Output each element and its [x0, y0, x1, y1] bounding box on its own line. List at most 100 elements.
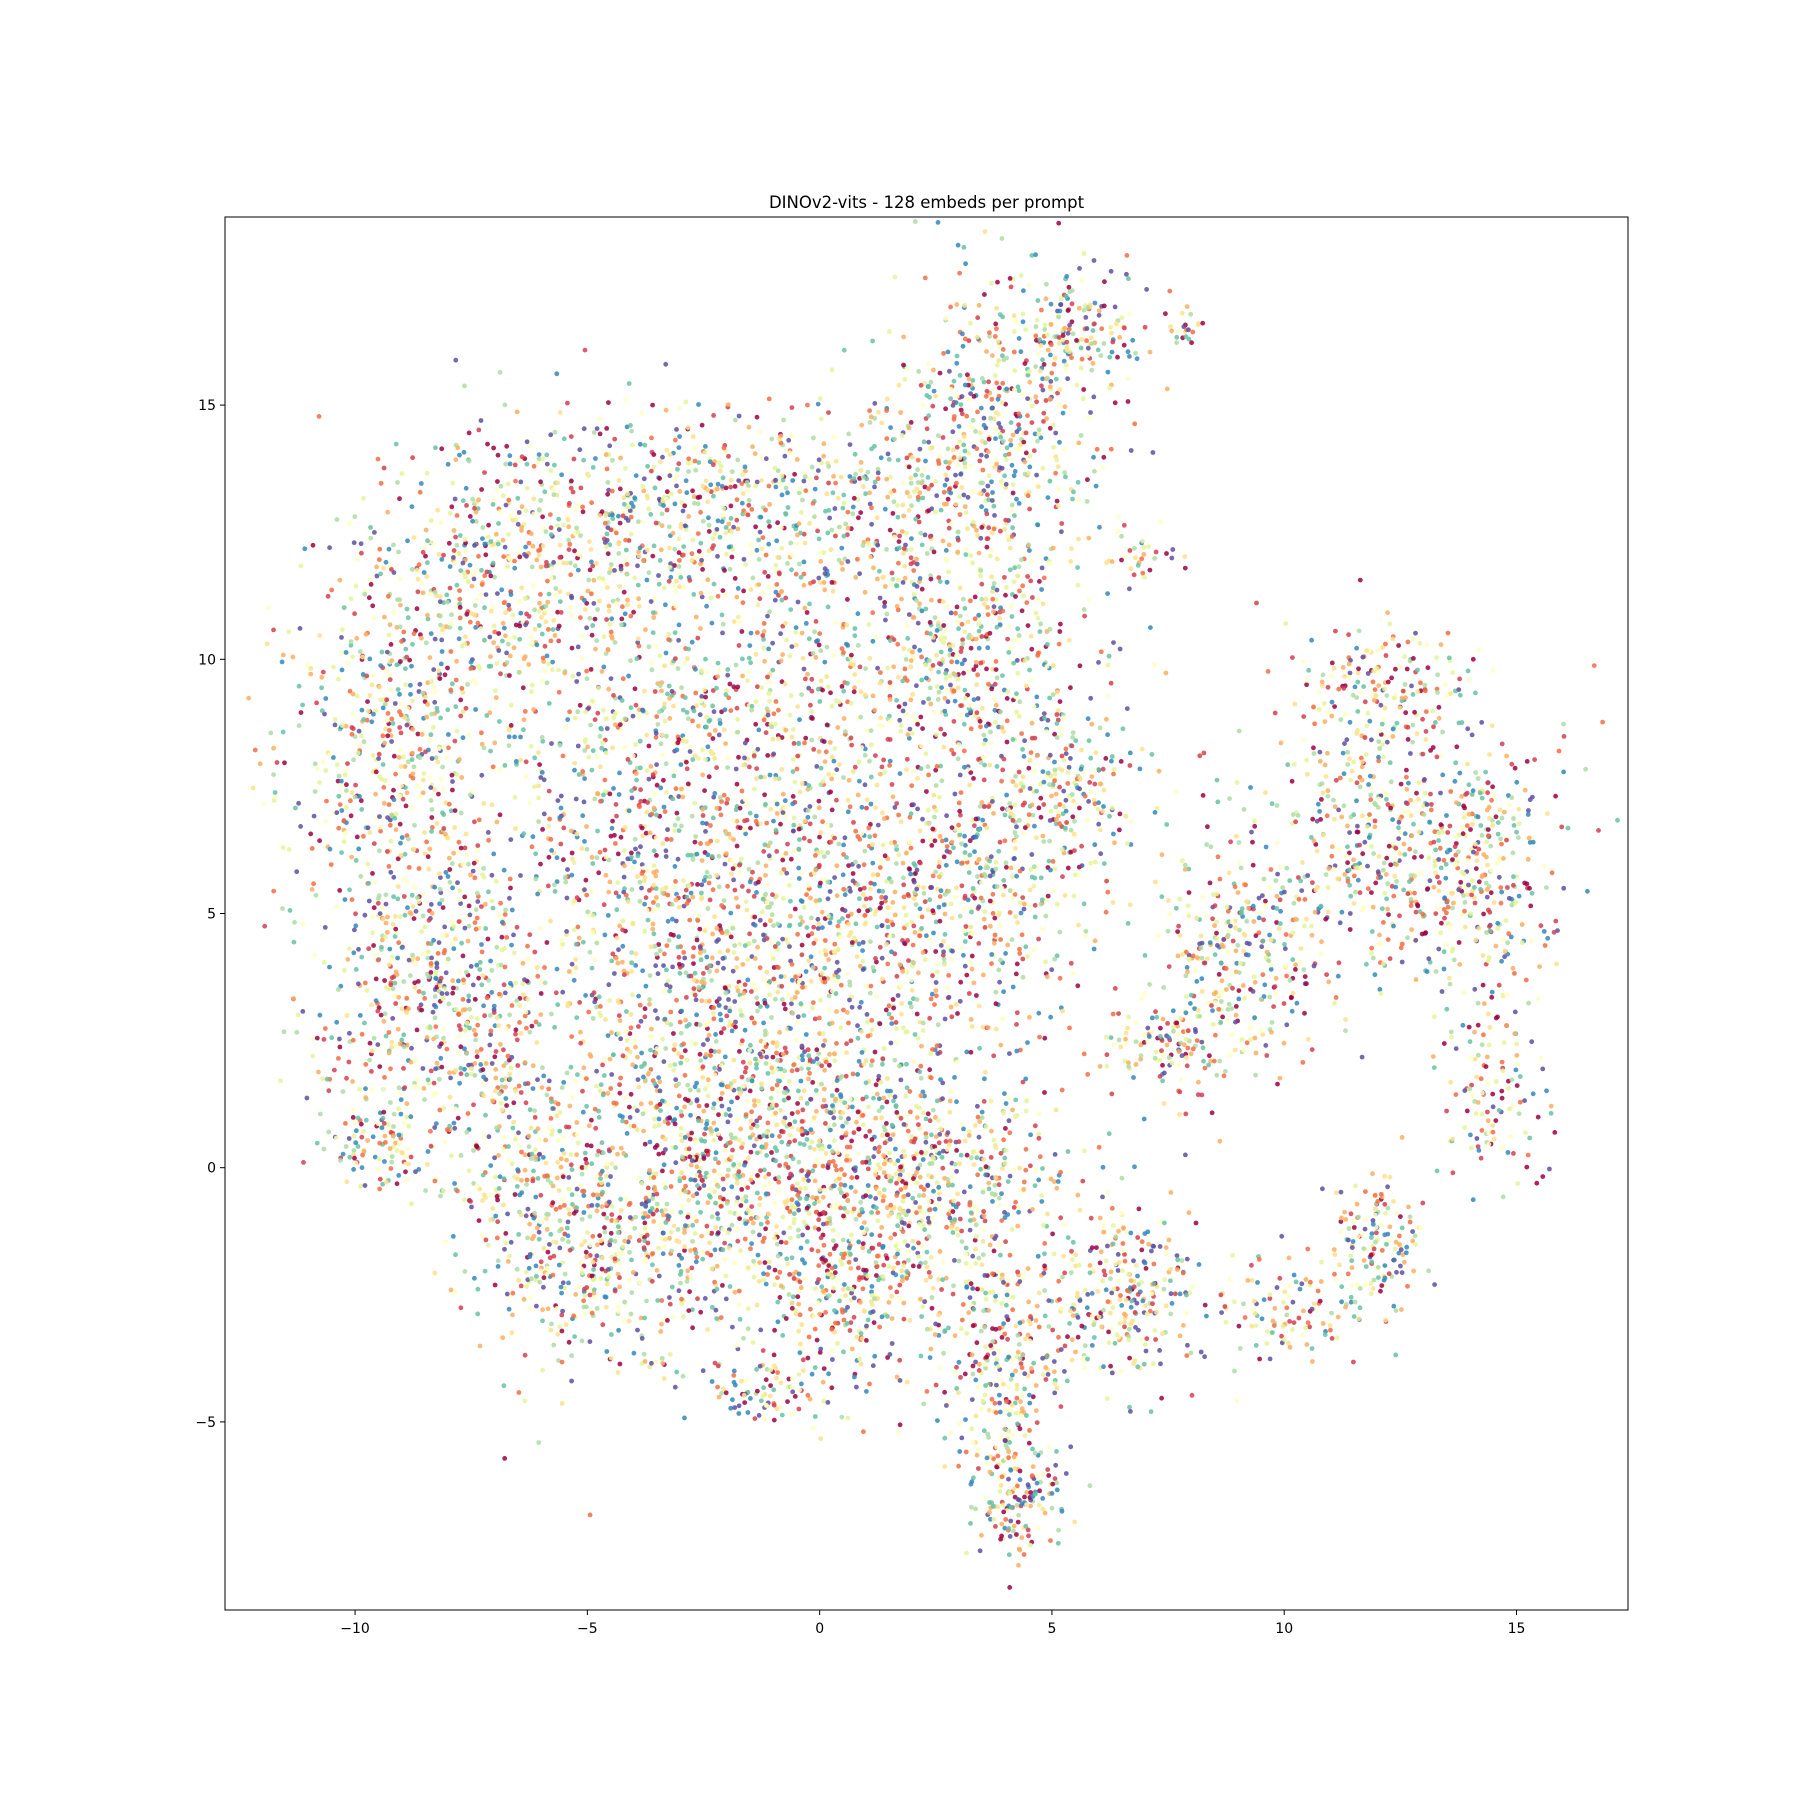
scatter-point — [440, 995, 446, 1001]
scatter-point — [373, 769, 379, 775]
scatter-point — [723, 741, 728, 746]
scatter-point — [900, 860, 906, 866]
scatter-point — [852, 451, 858, 457]
scatter-point — [487, 1042, 493, 1048]
scatter-point — [437, 599, 443, 605]
scatter-point — [827, 920, 833, 926]
scatter-point — [757, 529, 763, 535]
scatter-point — [887, 680, 893, 685]
scatter-point — [468, 964, 474, 969]
scatter-point — [978, 573, 983, 579]
scatter-point — [413, 1058, 418, 1064]
scatter-point — [753, 483, 758, 489]
scatter-point — [652, 485, 658, 491]
scatter-point — [575, 529, 581, 535]
scatter-point — [548, 1327, 554, 1333]
scatter-point — [590, 563, 596, 569]
scatter-point — [689, 551, 695, 557]
scatter-point — [679, 786, 684, 792]
scatter-point — [919, 586, 925, 592]
scatter-point — [945, 349, 951, 355]
scatter-point — [345, 761, 350, 766]
scatter-point — [449, 941, 455, 946]
scatter-point — [656, 573, 661, 578]
scatter-point — [665, 691, 670, 697]
scatter-point — [499, 1077, 505, 1083]
scatter-point — [693, 666, 698, 672]
scatter-point — [1023, 327, 1029, 332]
scatter-point — [994, 380, 1000, 386]
scatter-point — [946, 542, 952, 548]
scatter-point — [378, 697, 383, 703]
scatter-point — [840, 567, 845, 572]
scatter-point — [665, 918, 671, 924]
scatter-point — [802, 740, 807, 746]
scatter-point — [963, 510, 969, 515]
scatter-point — [951, 688, 957, 694]
scatter-point — [1057, 629, 1063, 634]
scatter-point — [977, 491, 982, 496]
scatter-point — [380, 916, 386, 922]
scatter-point — [714, 968, 720, 974]
scatter-point — [885, 451, 891, 457]
scatter-point — [664, 489, 670, 495]
scatter-point — [736, 754, 741, 760]
scatter-point — [482, 1013, 487, 1019]
scatter-point — [439, 446, 445, 452]
scatter-point — [904, 756, 910, 762]
scatter-point — [1083, 315, 1089, 320]
scatter-point — [931, 635, 936, 640]
scatter-point — [821, 441, 827, 447]
scatter-point — [884, 611, 890, 617]
scatter-point — [508, 592, 514, 597]
scatter-point — [1044, 416, 1049, 421]
scatter-point — [927, 620, 933, 625]
scatter-point — [319, 708, 325, 714]
scatter-point — [968, 463, 974, 468]
scatter-point — [978, 535, 984, 541]
scatter-point — [1010, 525, 1015, 531]
scatter-point — [463, 634, 468, 640]
scatter-point — [403, 666, 408, 672]
scatter-point — [724, 800, 730, 806]
scatter-point — [556, 638, 562, 644]
scatter-point — [870, 693, 876, 699]
scatter-point — [376, 893, 382, 899]
scatter-point — [556, 623, 562, 629]
scatter-point — [979, 581, 985, 587]
scatter-point — [818, 580, 823, 585]
scatter-point — [682, 503, 688, 509]
scatter-point — [557, 599, 563, 604]
scatter-point — [773, 562, 779, 568]
scatter-point — [386, 593, 391, 599]
scatter-point — [766, 483, 772, 489]
scatter-point — [711, 581, 717, 587]
scatter-point — [350, 1079, 355, 1084]
scatter-point — [712, 728, 718, 733]
scatter-point — [857, 571, 862, 577]
scatter-point — [572, 563, 578, 569]
scatter-point — [338, 983, 344, 989]
scatter-point — [551, 487, 556, 492]
scatter-point — [416, 1085, 421, 1090]
scatter-point — [735, 526, 741, 532]
scatter-point — [561, 522, 566, 528]
scatter-point — [936, 669, 941, 675]
scatter-point — [470, 982, 476, 988]
scatter-point — [670, 916, 675, 922]
scatter-point — [1023, 450, 1029, 456]
scatter-point — [1132, 421, 1138, 427]
scatter-point — [609, 825, 615, 831]
scatter-point — [651, 900, 656, 905]
scatter-point — [425, 612, 430, 618]
scatter-point — [629, 850, 634, 856]
scatter-point — [422, 830, 427, 835]
scatter-point — [521, 717, 527, 723]
scatter-point — [906, 425, 912, 431]
scatter-point — [908, 658, 914, 663]
scatter-point — [892, 274, 898, 280]
scatter-point — [910, 731, 915, 736]
scatter-point — [995, 396, 1001, 402]
scatter-point — [716, 460, 722, 465]
scatter-point — [1050, 663, 1056, 668]
